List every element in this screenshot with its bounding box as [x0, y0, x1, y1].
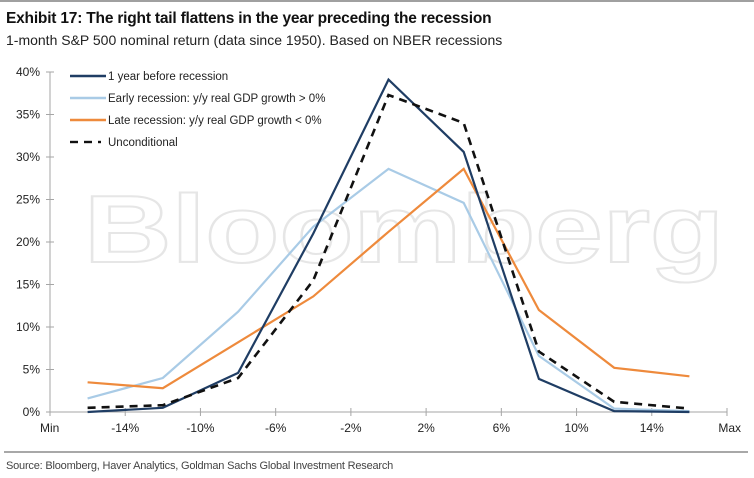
legend-label: 1 year before recession — [108, 71, 228, 83]
x-tick-label: 14% — [640, 421, 664, 435]
y-tick-label: 30% — [16, 150, 40, 164]
x-tick-label: -10% — [186, 421, 214, 435]
x-tick-label: 2% — [417, 421, 435, 435]
legend-label: Late recession: y/y real GDP growth < 0% — [108, 115, 322, 127]
y-tick-label: 20% — [16, 235, 40, 249]
x-tick-label: Max — [718, 421, 741, 435]
x-tick-label: 6% — [493, 421, 511, 435]
x-tick-label: -2% — [340, 421, 362, 435]
legend-label: Early recession: y/y real GDP growth > 0… — [108, 93, 325, 105]
series-line-unconditional — [87, 93, 690, 410]
x-tick-label: -6% — [265, 421, 287, 435]
y-tick-label: 25% — [16, 193, 40, 207]
bottom-rule — [4, 451, 748, 453]
series-line-early-recession-y-y-real-gdp-growth-0 — [87, 167, 690, 413]
legend-item-1-year-before-recession: 1 year before recession — [70, 71, 228, 83]
x-tick-label: 10% — [565, 421, 589, 435]
y-tick-label: 15% — [16, 278, 40, 292]
x-tick-label: Min — [40, 421, 59, 435]
line-chart: Bloomberg 0% 5% 10% 15% 20% 25% 30% 35% 40% Min -1… — [16, 65, 741, 435]
chart-subtitle: 1-month S&P 500 nominal return (data sin… — [6, 32, 503, 48]
x-tick-label: -14% — [111, 421, 139, 435]
chart-title: Exhibit 17: The right tail flattens in t… — [6, 10, 492, 27]
legend-item-early-recession-y-y-real-gdp-growth-0: Early recession: y/y real GDP growth > 0… — [70, 93, 325, 105]
y-tick-label: 10% — [16, 320, 40, 334]
legend-item-late-recession-y-y-real-gdp-growth-0: Late recession: y/y real GDP growth < 0% — [70, 115, 322, 127]
legend-item-unconditional: Unconditional — [70, 137, 178, 149]
y-tick-label: 35% — [16, 108, 40, 122]
y-tick-label: 40% — [16, 65, 40, 79]
source-note: Source: Bloomberg, Haver Analytics, Gold… — [6, 460, 394, 472]
legend-label: Unconditional — [108, 137, 178, 149]
y-tick-label: 0% — [23, 405, 41, 419]
legend: 1 year before recession Early recession: … — [70, 71, 325, 149]
top-rule — [0, 0, 754, 2]
y-tick-label: 5% — [23, 363, 41, 377]
series-line-late-recession-y-y-real-gdp-growth-0 — [87, 167, 690, 390]
series-layer — [87, 77, 690, 414]
watermark: Bloomberg — [84, 176, 724, 283]
